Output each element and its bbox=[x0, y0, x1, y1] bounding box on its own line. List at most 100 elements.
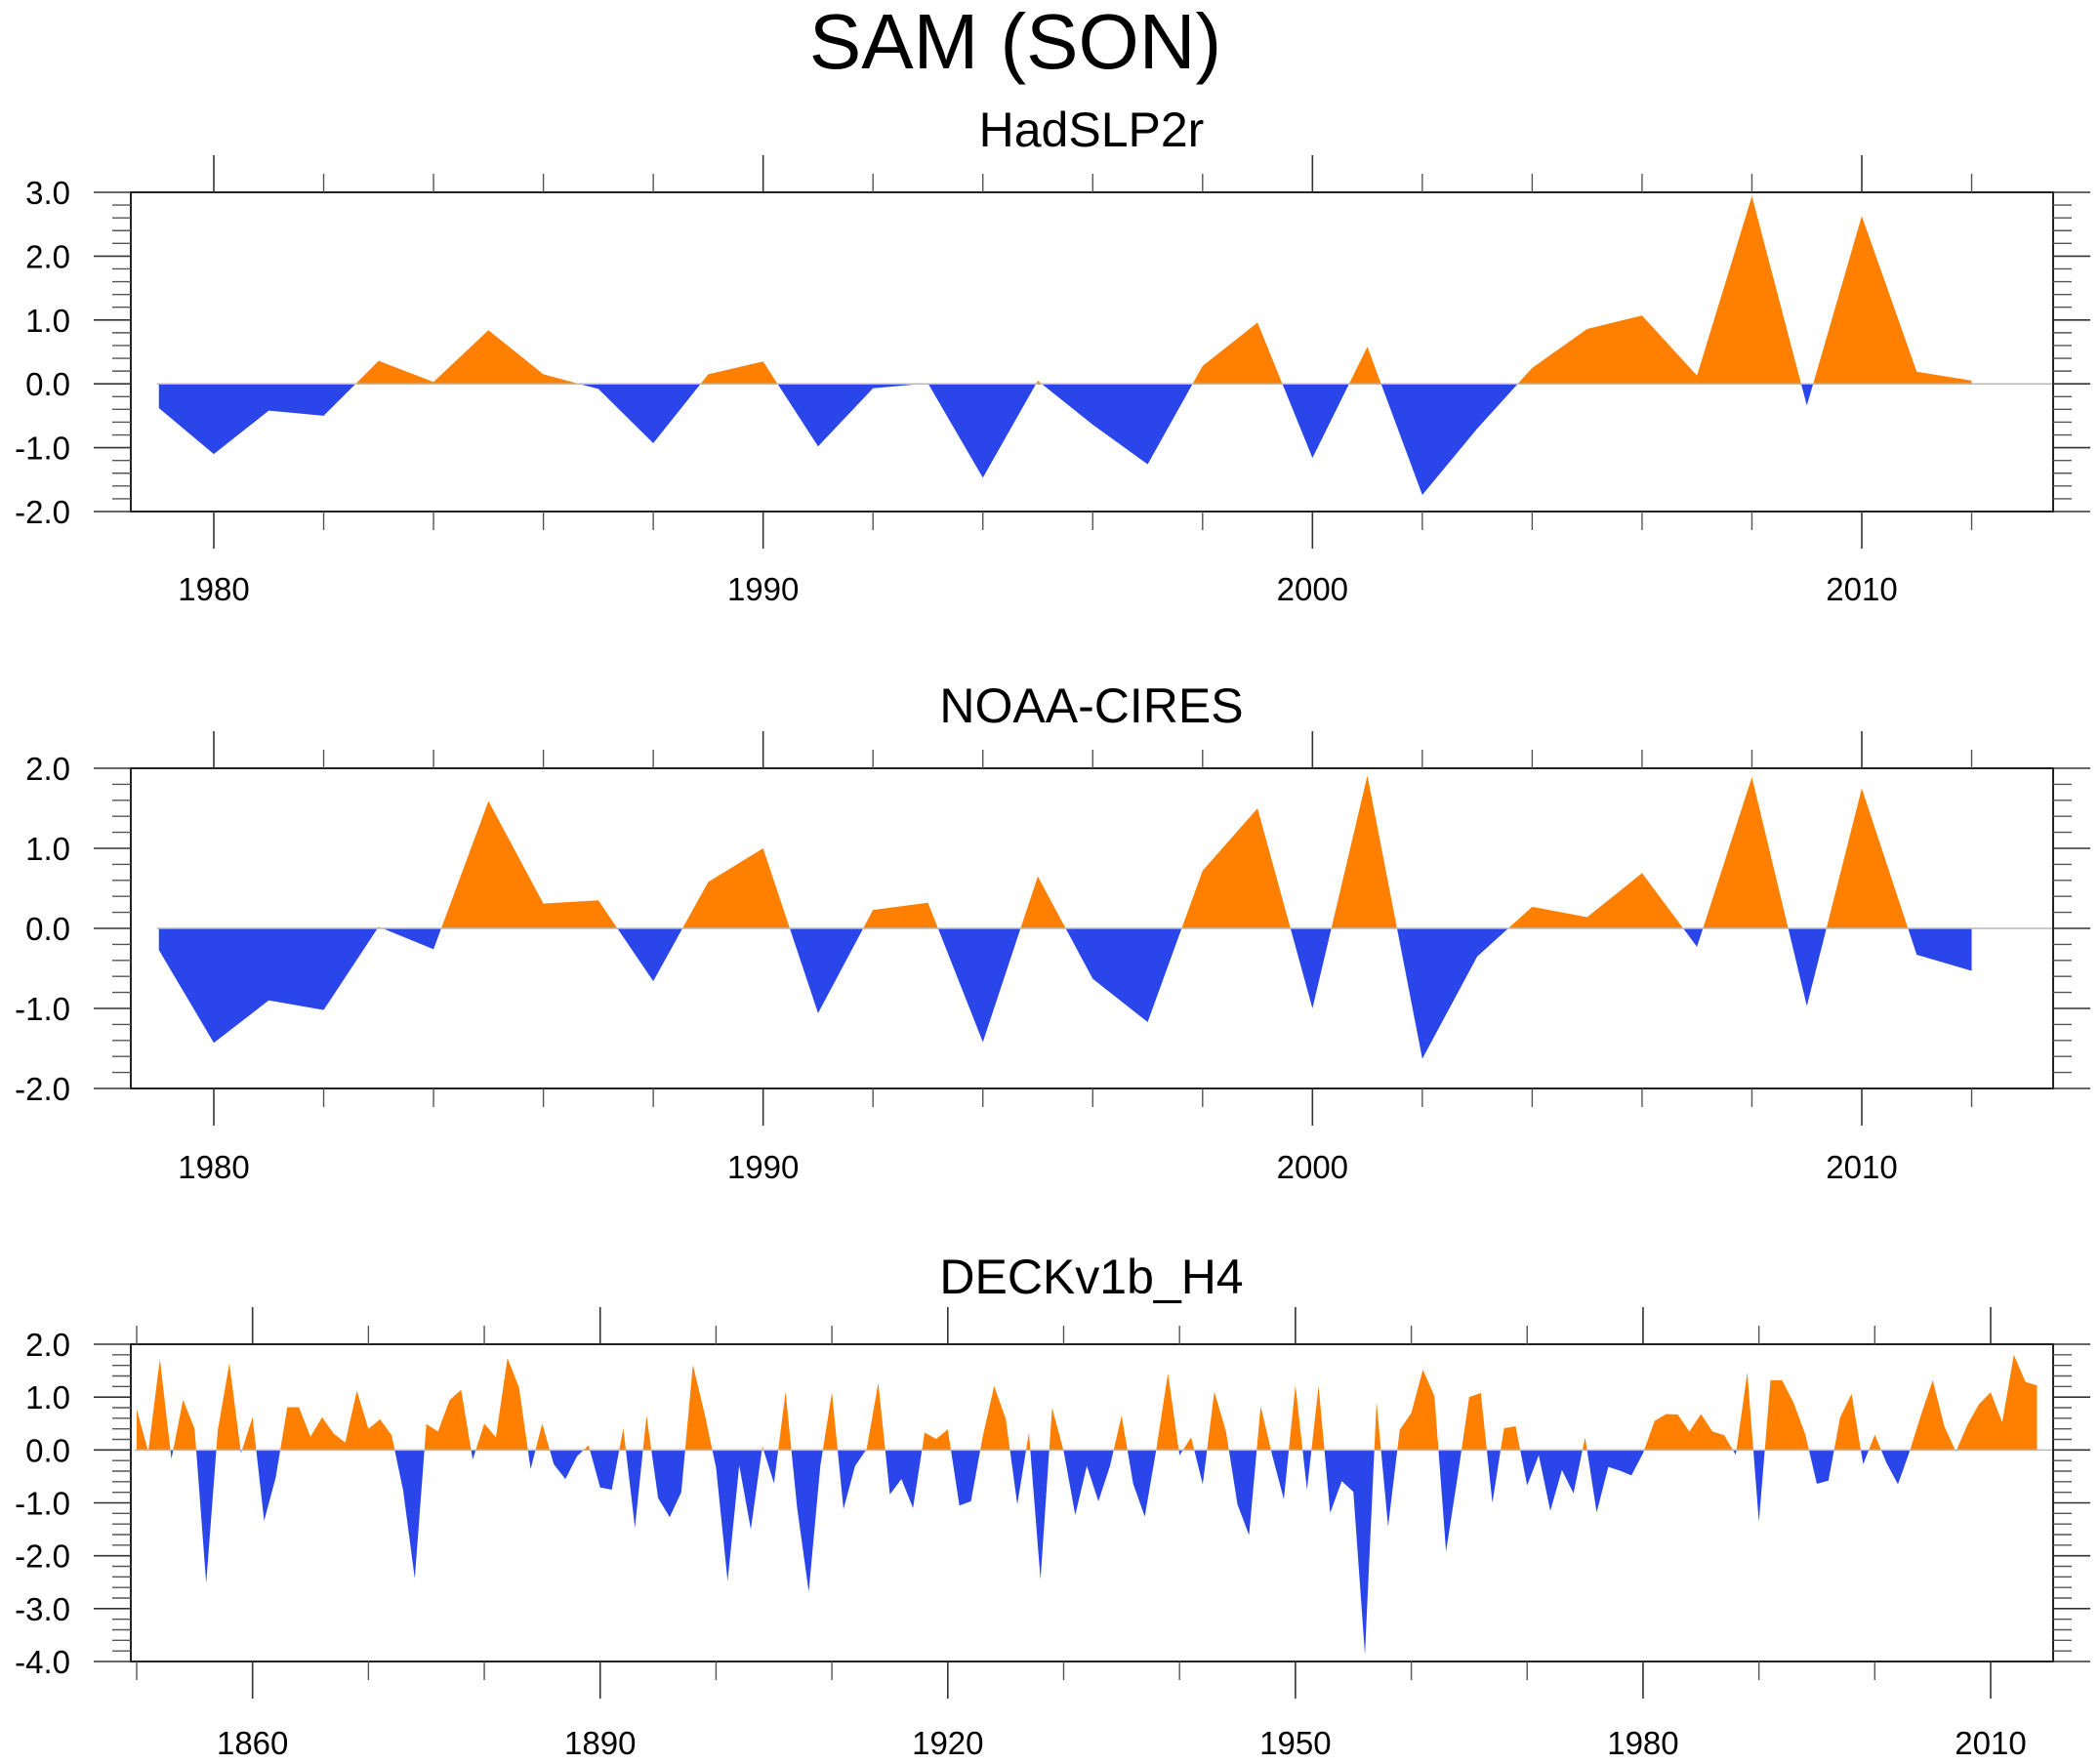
negative-anomaly-area bbox=[1520, 1450, 1583, 1511]
positive-anomaly-area bbox=[1397, 1370, 1439, 1451]
positive-anomaly-area bbox=[1020, 876, 1066, 928]
y-axis: 3.0 2.0 1.0 0.0 -1.0 -2.0 bbox=[15, 175, 2090, 530]
negative-anomaly-area bbox=[1788, 928, 1827, 1006]
series-fill-layer bbox=[158, 775, 1972, 1059]
positive-anomaly-area bbox=[1501, 1425, 1521, 1451]
y-tick-label: -2.0 bbox=[15, 1071, 70, 1107]
positive-anomaly-area bbox=[424, 1389, 472, 1451]
positive-anomaly-area bbox=[684, 1365, 713, 1451]
positive-anomaly-area bbox=[1181, 808, 1291, 928]
negative-anomaly-area bbox=[651, 1450, 685, 1518]
negative-anomaly-area bbox=[1324, 1450, 1375, 1655]
negative-anomaly-area bbox=[550, 1450, 584, 1480]
negative-anomaly-area bbox=[256, 1450, 281, 1521]
x-tick-label: 1980 bbox=[178, 1149, 249, 1185]
negative-anomaly-area bbox=[1270, 1450, 1290, 1499]
x-tick-label: 2010 bbox=[1826, 1149, 1897, 1185]
negative-anomaly-area bbox=[789, 928, 864, 1013]
negative-anomaly-area bbox=[1733, 1450, 1737, 1456]
positive-anomaly-area bbox=[1813, 216, 1972, 385]
positive-anomaly-area bbox=[1036, 380, 1043, 385]
positive-anomaly-area bbox=[241, 1416, 257, 1451]
negative-anomaly-area bbox=[158, 384, 356, 455]
positive-anomaly-area bbox=[1156, 1373, 1179, 1451]
positive-anomaly-area bbox=[1956, 1354, 2038, 1451]
positive-anomaly-area bbox=[1703, 777, 1789, 928]
negative-anomaly-area bbox=[1063, 1450, 1114, 1515]
y-tick-label: 2.0 bbox=[25, 238, 70, 274]
positive-anomaly-area bbox=[1736, 1372, 1753, 1451]
positive-anomaly-area bbox=[1764, 1379, 1809, 1451]
positive-anomaly-area bbox=[1113, 1415, 1128, 1451]
negative-anomaly-area bbox=[1042, 384, 1193, 465]
positive-anomaly-area bbox=[148, 1359, 171, 1451]
positive-anomaly-area bbox=[1910, 1379, 1956, 1451]
x-tick-label: 2000 bbox=[1277, 1149, 1348, 1185]
x-tick-label: 1920 bbox=[912, 1725, 983, 1761]
positive-anomaly-area bbox=[1507, 873, 1684, 928]
positive-anomaly-area bbox=[1331, 775, 1397, 928]
y-tick-label: 0.0 bbox=[25, 366, 70, 402]
positive-anomaly-area bbox=[1869, 1434, 1881, 1451]
data-points bbox=[159, 196, 1972, 495]
negative-anomaly-area bbox=[1908, 928, 1972, 971]
data-points bbox=[159, 775, 1972, 1058]
negative-anomaly-area bbox=[527, 1450, 536, 1469]
positive-anomaly-area bbox=[1289, 1384, 1303, 1451]
y-tick-label: -1.0 bbox=[15, 991, 70, 1027]
positive-anomaly-area bbox=[173, 1399, 196, 1451]
positive-anomaly-area bbox=[280, 1390, 395, 1451]
positive-anomaly-area bbox=[355, 330, 580, 385]
positive-anomaly-area bbox=[822, 1392, 838, 1451]
y-tick-label: -2.0 bbox=[15, 1538, 70, 1575]
positive-anomaly-area bbox=[642, 1415, 652, 1451]
negative-anomaly-area bbox=[1282, 384, 1349, 459]
negative-anomaly-area bbox=[1228, 1450, 1257, 1536]
negative-anomaly-area bbox=[937, 928, 1021, 1043]
positive-anomaly-area bbox=[137, 1409, 148, 1451]
negative-anomaly-area bbox=[471, 1450, 476, 1460]
positive-anomaly-area bbox=[1644, 1414, 1734, 1451]
negative-anomaly-area bbox=[1800, 384, 1814, 406]
x-tick-label: 2010 bbox=[1826, 571, 1897, 607]
negative-anomaly-area bbox=[1030, 1450, 1050, 1580]
negative-anomaly-area bbox=[1486, 1450, 1502, 1503]
positive-anomaly-area bbox=[1026, 1432, 1031, 1451]
negative-anomaly-area bbox=[382, 928, 441, 950]
negative-anomaly-area bbox=[1194, 1450, 1208, 1485]
negative-anomaly-area bbox=[617, 928, 683, 982]
x-tick-label: 1980 bbox=[1607, 1725, 1678, 1761]
positive-anomaly-area bbox=[216, 1363, 241, 1451]
y-axis: 2.0 1.0 0.0 -1.0 -2.0 bbox=[15, 751, 2090, 1107]
positive-anomaly-area bbox=[863, 902, 938, 928]
positive-anomaly-area bbox=[1826, 788, 1909, 928]
negative-anomaly-area bbox=[579, 384, 701, 444]
negative-anomaly-area bbox=[1586, 1450, 1645, 1513]
positive-anomaly-area bbox=[1049, 1408, 1064, 1451]
negative-anomaly-area bbox=[1009, 1450, 1027, 1505]
panel-noaa-cires: NOAA-CIRES 2.0 1.0 0.0 -1.0 -2.0 1980 1990 2000… bbox=[15, 678, 2090, 1185]
plot-frame bbox=[130, 191, 2054, 513]
negative-anomaly-area bbox=[1380, 384, 1518, 495]
positive-anomaly-area bbox=[865, 1382, 885, 1451]
y-axis: 2.0 1.0 0.0 -1.0 -2.0 -3.0 -4.0 bbox=[15, 1327, 2090, 1680]
negative-anomaly-area bbox=[791, 1450, 823, 1592]
positive-anomaly-area bbox=[1256, 1406, 1271, 1451]
positive-anomaly-area bbox=[1182, 1437, 1195, 1451]
negative-anomaly-area bbox=[1752, 1450, 1765, 1522]
y-tick-label: -3.0 bbox=[15, 1591, 70, 1627]
positive-anomaly-area bbox=[778, 1391, 792, 1451]
negative-anomaly-area bbox=[1396, 928, 1508, 1059]
y-tick-label: -1.0 bbox=[15, 431, 70, 467]
negative-anomaly-area bbox=[1438, 1450, 1462, 1552]
x-tick-label: 2000 bbox=[1277, 571, 1348, 607]
y-tick-label: -4.0 bbox=[15, 1644, 70, 1680]
panel-title-noaa-cires: NOAA-CIRES bbox=[939, 678, 1243, 733]
panel-hadslp2r: HadSLP2r 3.0 2.0 1.0 0.0 -1.0 -2.0 1980 1990 200… bbox=[15, 103, 2090, 607]
negative-anomaly-area bbox=[1808, 1450, 1834, 1484]
series-fill-layer bbox=[158, 195, 1972, 495]
y-tick-label: 2.0 bbox=[25, 1327, 70, 1363]
positive-anomaly-area bbox=[1348, 347, 1381, 385]
y-tick-label: -1.0 bbox=[15, 1486, 70, 1522]
